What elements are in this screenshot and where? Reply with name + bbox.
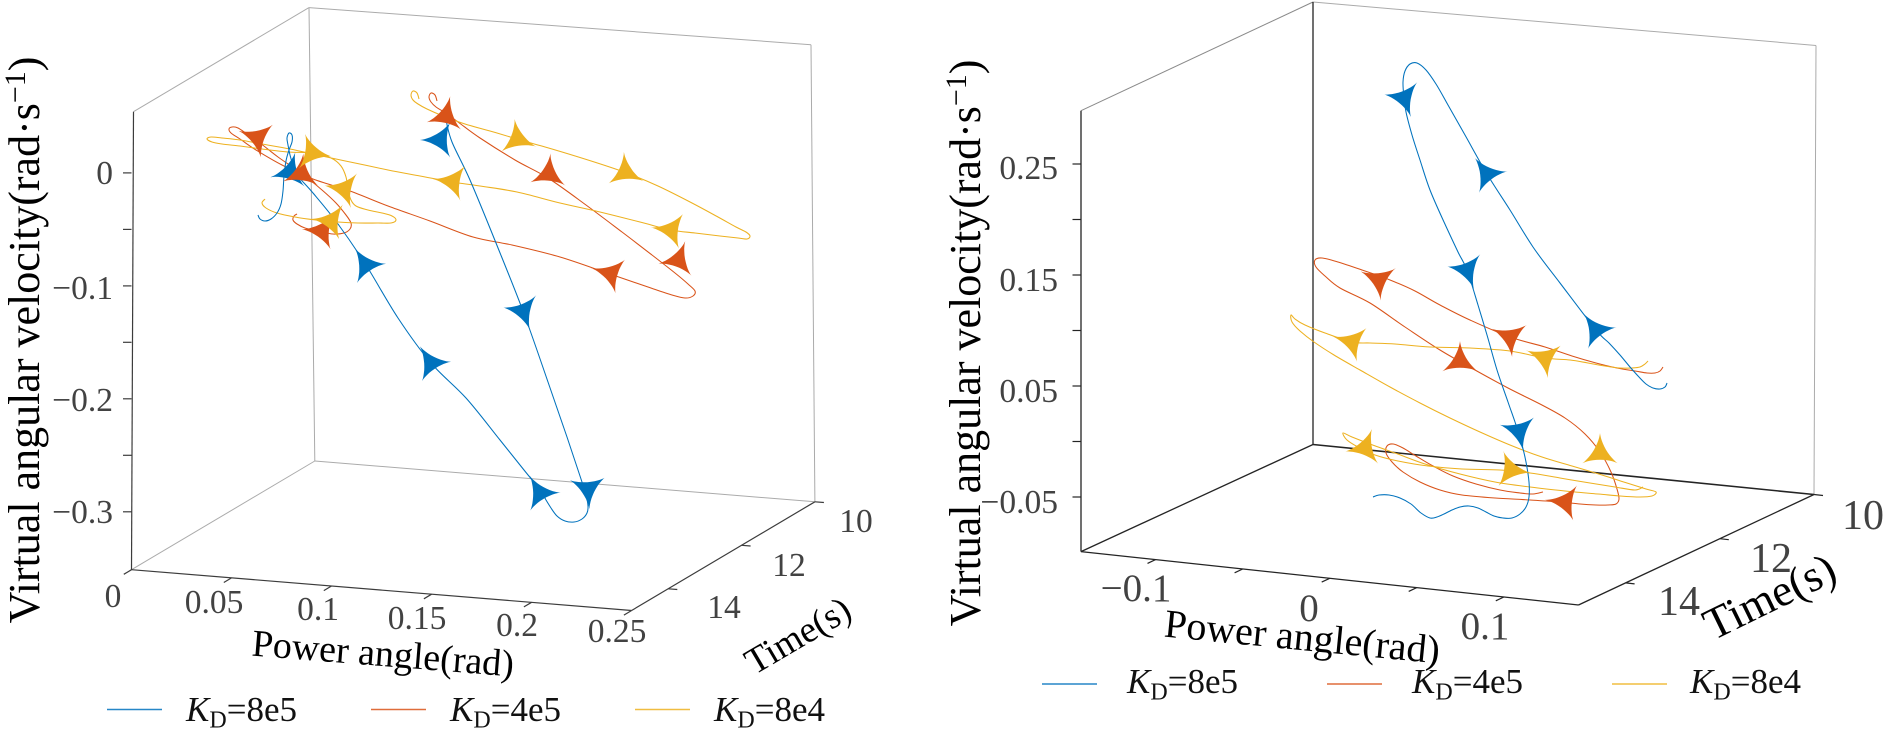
svg-text:0.1: 0.1 — [297, 591, 339, 628]
svg-text:KD=8e5: KD=8e5 — [185, 690, 297, 732]
svg-text:−0.1: −0.1 — [1101, 567, 1172, 610]
svg-text:KD=4e5: KD=4e5 — [1411, 662, 1523, 706]
svg-text:−0.2: −0.2 — [52, 382, 113, 419]
svg-text:0: 0 — [1299, 587, 1319, 630]
svg-text:KD=8e4: KD=8e4 — [713, 690, 825, 732]
svg-text:0.2: 0.2 — [496, 607, 538, 644]
svg-text:0.05: 0.05 — [185, 584, 244, 621]
svg-text:0.05: 0.05 — [999, 373, 1058, 410]
svg-text:0.15: 0.15 — [388, 600, 447, 637]
svg-text:−0.1: −0.1 — [52, 270, 113, 307]
svg-text:14: 14 — [1658, 579, 1700, 625]
svg-text:0.15: 0.15 — [999, 262, 1058, 299]
svg-text:−0.3: −0.3 — [52, 494, 113, 531]
svg-text:0: 0 — [105, 578, 122, 615]
svg-text:Virtual angular velocity(rad·s: Virtual angular velocity(rad·s−1) — [0, 57, 49, 624]
svg-text:−0.05: −0.05 — [980, 484, 1058, 521]
svg-text:10: 10 — [1842, 493, 1883, 539]
svg-text:12: 12 — [1750, 536, 1792, 582]
svg-text:12: 12 — [772, 547, 806, 584]
svg-text:KD=8e5: KD=8e5 — [1126, 662, 1238, 706]
svg-text:KD=8e4: KD=8e4 — [1689, 662, 1801, 706]
svg-text:0.1: 0.1 — [1461, 605, 1510, 648]
svg-text:0.25: 0.25 — [588, 613, 647, 650]
svg-text:0.25: 0.25 — [999, 150, 1058, 187]
svg-text:KD=4e5: KD=4e5 — [449, 690, 561, 732]
svg-text:Virtual angular velocity(rad·s: Virtual angular velocity(rad·s−1) — [940, 60, 990, 627]
svg-text:0: 0 — [96, 155, 113, 192]
svg-text:10: 10 — [839, 503, 873, 540]
svg-text:14: 14 — [707, 589, 741, 626]
